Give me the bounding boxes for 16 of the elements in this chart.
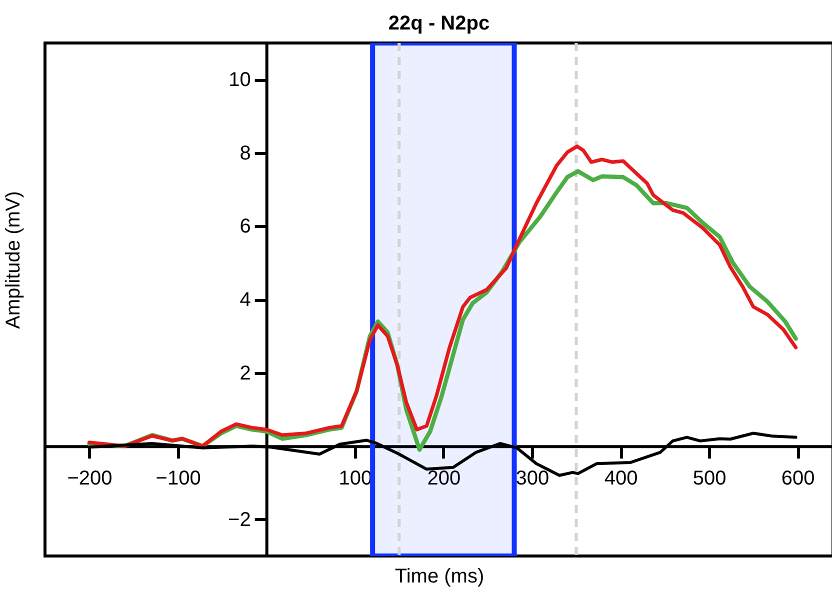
y-axis-title: Amplitude (mV) [2,191,24,329]
x-tick-label: 300 [516,468,550,490]
y-tick-label: −2 [228,508,251,531]
x-axis-title: Time (ms) [394,566,484,588]
x-tick-label: 400 [604,468,638,490]
y-tick-label: 2 [240,362,251,384]
x-tick-label: 500 [692,468,726,490]
y-tick-label: 6 [240,216,251,238]
x-tick-label: 200 [427,468,461,490]
x-tick-label: −200 [67,468,112,490]
x-tick-label: 600 [781,468,815,490]
x-tick-label: −100 [156,468,201,490]
y-tick-label: 10 [228,69,251,92]
y-tick-label: 8 [240,142,251,164]
chart-title: 22q - N2pc [388,12,490,34]
y-tick-label: 4 [240,289,251,311]
